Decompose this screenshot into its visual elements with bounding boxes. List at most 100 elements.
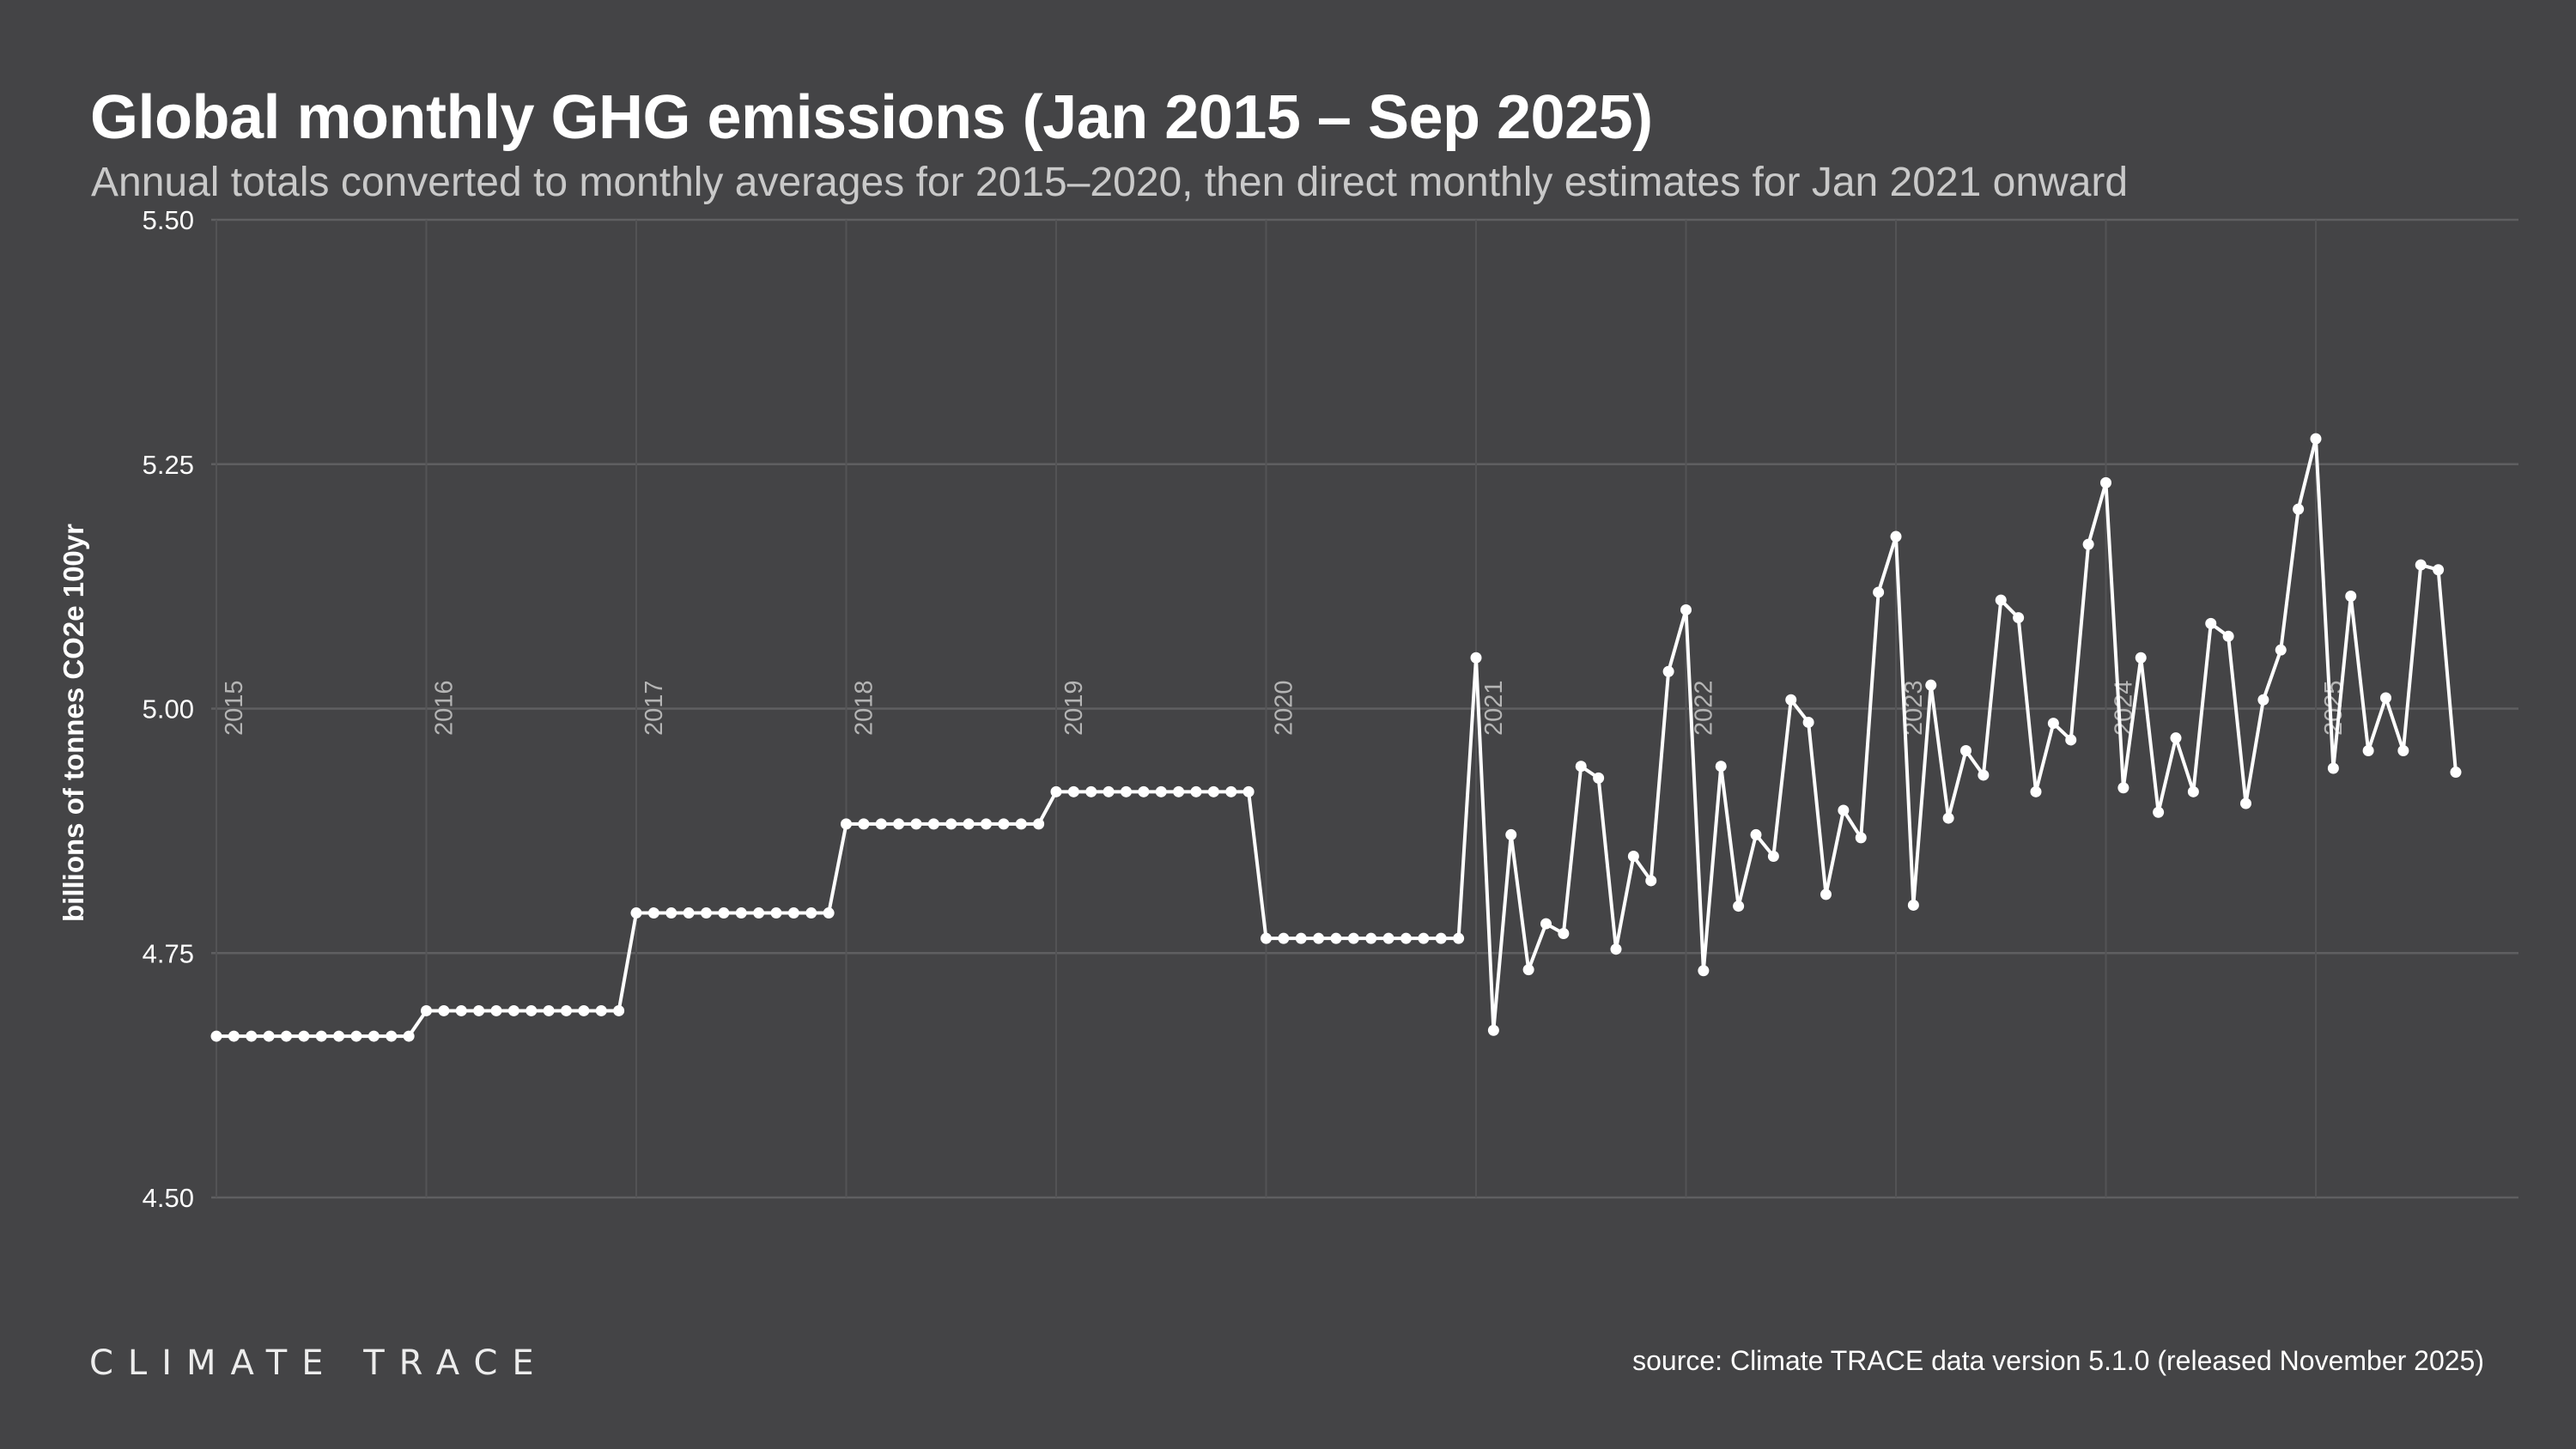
y-tick-label: 5.00 [143,694,194,724]
data-point [1015,818,1027,830]
data-point [735,907,747,919]
data-point [1540,918,1552,930]
data-point [386,1030,398,1042]
data-point [1907,899,1919,911]
x-tick-label: 2017 [641,680,668,736]
series-line-segment [2384,695,2405,753]
data-point [1873,586,1885,598]
data-point [281,1030,292,1042]
data-point [1470,652,1482,664]
y-tick-label: 5.50 [143,205,194,235]
data-point [1313,932,1325,944]
data-point [421,1004,432,1016]
y-tick-label: 5.25 [143,450,194,480]
data-point [403,1030,415,1042]
data-point [2275,644,2287,656]
data-point [1155,785,1167,797]
source-note: source: Climate TRACE data version 5.1.0… [1632,1345,2484,1376]
x-tick-label: 2016 [431,680,459,736]
series-line-segment [2244,698,2265,805]
series-line-segment [2331,594,2353,770]
series-line-segment [1876,535,1898,594]
data-point [2362,744,2374,756]
data-point [1347,932,1359,944]
series-line-segment [1824,808,1845,896]
data-point [350,1030,362,1042]
chart-subtitle: Annual totals converted to monthly avera… [91,160,2129,205]
data-point [1207,785,1219,797]
data-point [787,907,799,919]
x-tick-label: 2025 [2320,680,2348,736]
data-point [2135,652,2147,664]
series-line-segment [2069,543,2091,742]
data-point [1033,818,1045,830]
series-line-segment [1527,922,1548,972]
data-point [910,818,922,830]
x-tick-label: 2018 [851,680,878,736]
data-point [315,1030,327,1042]
data-point [1698,965,1710,977]
data-point [1750,828,1762,840]
data-point [1558,927,1570,939]
data-point [1418,932,1430,944]
data-point [2345,591,2357,603]
data-point [1820,888,1832,900]
data-point [1767,850,1779,862]
data-point [875,818,887,830]
data-point [210,1030,222,1042]
series-line-segment [2087,481,2108,547]
data-point [1453,932,1465,944]
data-point [1715,761,1727,773]
data-point [858,818,870,830]
series-line-segment [1807,720,1828,896]
data-point [438,1004,450,1016]
series-line-segment [1701,764,1723,973]
data-point [1522,964,1534,976]
series-line-segment [2104,481,2125,790]
data-point [2153,806,2165,818]
series-line-segment [1596,776,1618,951]
data-point [228,1030,240,1042]
data-point [1610,943,1622,955]
series-line-segment [2261,648,2283,702]
data-point [2030,785,2042,797]
data-point [945,818,957,830]
data-point [1190,785,1202,797]
data-point [2415,559,2427,571]
data-point [841,818,852,830]
series-line-segment [2174,736,2196,794]
data-point [1365,932,1377,944]
series-line-segment [1894,535,1916,907]
series-line-segment [1859,590,1880,840]
data-point [1855,832,1867,844]
data-point [298,1030,310,1042]
series-line-segment [2034,721,2056,794]
data-point [1645,875,1657,887]
data-point [2380,692,2391,704]
series-line-segment [1719,764,1741,908]
data-point [578,1004,590,1016]
series-line-segment [2436,567,2458,774]
data-point [526,1004,538,1016]
data-point [1942,812,1954,824]
series-line-segment [2191,621,2213,794]
series-line-segment [1614,854,1636,951]
data-point [2450,767,2462,779]
data-point [507,1004,519,1016]
data-point [701,907,712,919]
data-point [368,1030,380,1042]
data-point [2205,617,2217,629]
data-point [246,1030,258,1042]
series-line-segment [2366,695,2388,753]
data-point [2397,744,2409,756]
series-line-segment [2227,634,2248,805]
y-tick-label: 4.50 [143,1183,194,1213]
series-line-segment [2296,437,2318,512]
data-point [1121,785,1132,797]
series-line-segment [1492,833,1513,1033]
data-point [2310,433,2322,445]
data-point [1505,828,1517,840]
data-point [683,907,695,919]
data-point [561,1004,572,1016]
x-tick-label: 2020 [1271,680,1298,736]
